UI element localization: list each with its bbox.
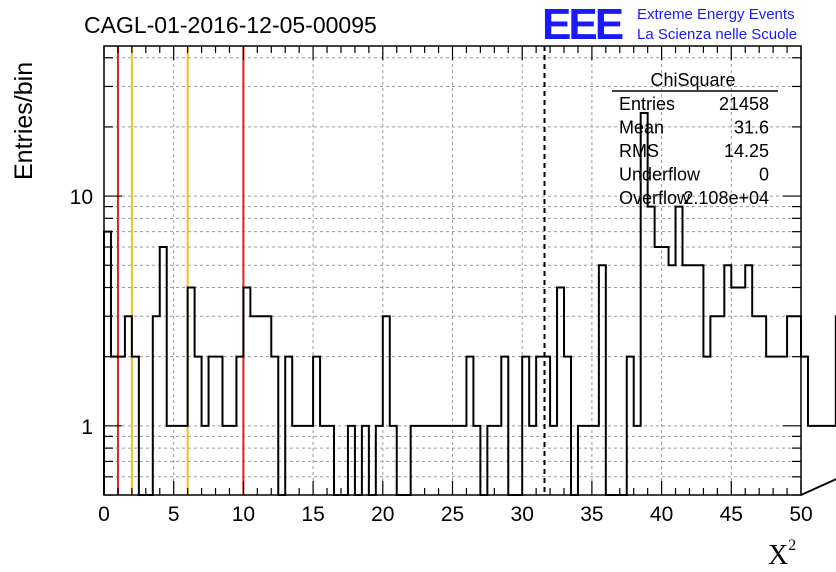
histogram-bin: [787, 316, 794, 495]
histogram-bin: [745, 265, 752, 495]
histogram-bin: [264, 316, 271, 495]
histogram-bin: [759, 316, 766, 495]
histogram-bin: [752, 316, 759, 495]
histogram-bin: [689, 265, 696, 495]
histogram-bin: [696, 265, 703, 495]
x-tick-label: 0: [98, 503, 110, 526]
x-tick-label: 45: [720, 503, 743, 526]
histogram-bin: [243, 288, 250, 495]
histogram-bin: [599, 265, 606, 495]
chart-title: CAGL-01-2016-12-05-00095: [84, 12, 377, 38]
histogram-bin: [160, 247, 167, 495]
stats-row-value: 21458: [719, 94, 769, 114]
x-axis-label: X2: [768, 537, 796, 571]
histogram-bin: [738, 288, 745, 495]
x-axis-label-sup: 2: [788, 537, 796, 554]
x-tick-label: 50: [789, 503, 812, 526]
histogram-bin: [557, 288, 564, 495]
histogram-bin: [188, 288, 195, 495]
stats-title: ChiSquare: [650, 70, 735, 90]
x-tick-label: 20: [371, 503, 394, 526]
histogram-bin: [815, 426, 822, 495]
x-axis-label-main: X: [768, 540, 788, 571]
x-tick-label: 25: [441, 503, 464, 526]
stats-row-label: RMS: [619, 141, 659, 161]
histogram-bin: [153, 316, 160, 495]
histogram-bin: [104, 232, 111, 495]
stats-row-label: Entries: [619, 94, 675, 114]
histogram-bin: [257, 316, 264, 495]
x-tick-label: 35: [580, 503, 603, 526]
logo-mark: EEE: [542, 0, 623, 49]
stats-row-value: 31.6: [734, 118, 769, 138]
eee-logo: EEE Extreme Energy Events La Scienza nel…: [542, 0, 797, 49]
y-tick-label: 10: [70, 186, 93, 209]
histogram-bin: [731, 288, 738, 495]
histogram-bin: [250, 316, 257, 495]
stats-row-label: Underflow: [619, 165, 701, 185]
histogram-bin: [383, 316, 390, 495]
histogram-bin: [669, 265, 676, 495]
histogram-bin: [676, 207, 683, 495]
logo-line1: Extreme Energy Events: [637, 6, 795, 23]
histogram-bin: [794, 316, 801, 495]
x-tick-label: 10: [232, 503, 255, 526]
histogram-bin: [710, 316, 717, 495]
histogram-bin: [724, 265, 731, 495]
x-tick-labels: 0 5 10 15 20 25 30 35 40 45 50: [98, 503, 813, 526]
histogram-bin: [801, 357, 808, 495]
grid: [104, 46, 801, 495]
x-tick-label: 30: [511, 503, 534, 526]
histogram-bin: [808, 426, 815, 495]
histogram: [103, 111, 836, 496]
stats-row-value: 0: [759, 165, 769, 185]
histogram-bin: [662, 247, 669, 495]
logo-line2: La Scienza nelle Scuole: [637, 26, 797, 43]
y-axis-label: Entries/bin: [10, 62, 38, 180]
stats-row-value: 2.108e+04: [683, 188, 769, 208]
histogram-bin: [648, 207, 655, 495]
stats-row-value: 14.25: [724, 141, 769, 161]
histogram-bin: [717, 316, 724, 495]
axes: [103, 45, 802, 496]
histogram-outline: [103, 111, 836, 496]
stats-row-label: Overflow: [619, 188, 691, 208]
x-tick-label: 40: [650, 503, 673, 526]
histogram-bin: [125, 316, 132, 495]
stats-row-label: Mean: [619, 118, 664, 138]
y-tick-label: 1: [81, 416, 93, 439]
histogram-bin: [655, 247, 662, 495]
x-tick-label: 15: [301, 503, 324, 526]
y-tick-labels: 1 10: [70, 186, 93, 439]
histogram-bin: [829, 426, 836, 495]
histogram-bin: [683, 265, 690, 495]
stats-box: ChiSquare Entries 21458 Mean 31.6 RMS 14.25 Un…: [612, 70, 778, 208]
x-tick-label: 5: [168, 503, 180, 526]
